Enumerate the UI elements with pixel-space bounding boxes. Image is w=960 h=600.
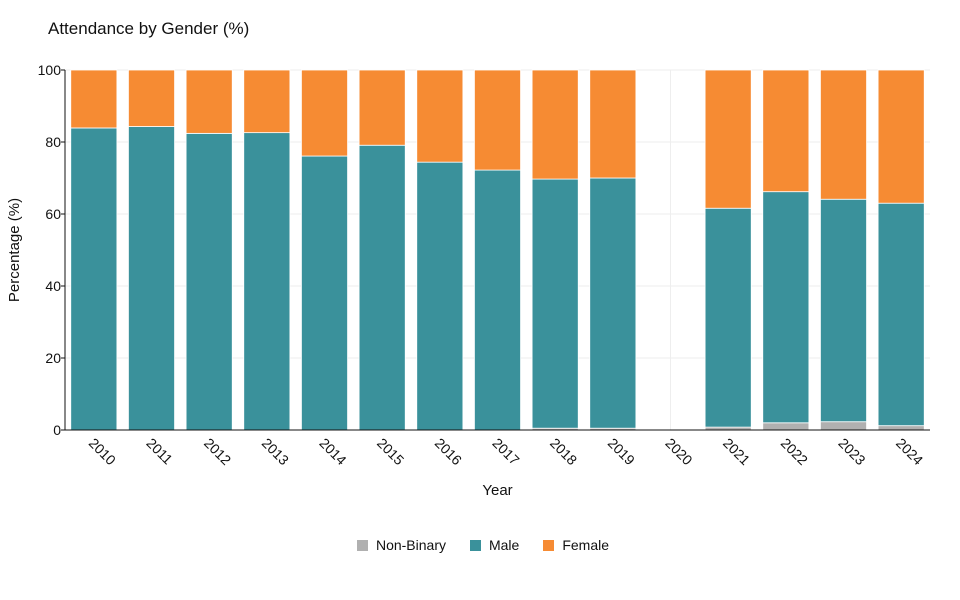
bar-male-2018[interactable] <box>531 178 579 429</box>
y-axis-title: Percentage (%) <box>6 198 23 302</box>
legend-label: Non-Binary <box>375 537 446 553</box>
bar-male-2011[interactable] <box>128 126 175 431</box>
bar-non-binary-2024[interactable] <box>877 425 925 431</box>
x-tick-label: 2019 <box>605 435 638 468</box>
bar-female-2024[interactable] <box>877 69 925 204</box>
x-tick-label: 2024 <box>893 435 926 468</box>
bar-male-2019[interactable] <box>589 177 637 429</box>
bar-female-2015[interactable] <box>358 69 406 146</box>
x-tick-label: 2020 <box>662 435 695 468</box>
bar-female-2019[interactable] <box>589 69 637 179</box>
x-tick-label: 2022 <box>778 435 811 468</box>
x-tick-label: 2015 <box>374 435 407 468</box>
x-tick-label: 2011 <box>143 435 176 468</box>
bar-male-2012[interactable] <box>185 132 233 431</box>
x-tick-label: 2012 <box>201 435 234 468</box>
bar-female-2011[interactable] <box>128 69 175 127</box>
bar-male-2014[interactable] <box>301 155 348 431</box>
bar-female-2023[interactable] <box>820 69 867 200</box>
x-tick-label: 2013 <box>259 435 292 468</box>
legend-item-non-binary[interactable]: Non-Binary <box>351 537 446 553</box>
bar-male-2021[interactable] <box>704 207 752 428</box>
x-axis-title: Year <box>482 482 512 499</box>
legend: Non-Binary Male Female <box>0 537 960 553</box>
bar-male-2022[interactable] <box>762 191 810 424</box>
y-tick-label: 80 <box>45 134 61 150</box>
bar-female-2013[interactable] <box>243 69 291 134</box>
bar-male-2015[interactable] <box>358 144 406 431</box>
bar-female-2017[interactable] <box>474 69 521 171</box>
bar-male-2017[interactable] <box>474 169 521 431</box>
chart-title: Attendance by Gender (%) <box>48 19 250 38</box>
bar-non-binary-2022[interactable] <box>762 422 810 431</box>
bar-male-2016[interactable] <box>416 161 464 431</box>
bar-female-2021[interactable] <box>704 69 752 209</box>
x-tick-label: 2021 <box>720 435 753 468</box>
bar-male-2010[interactable] <box>70 127 118 431</box>
y-tick-label: 0 <box>53 422 61 438</box>
legend-item-male[interactable]: Male <box>464 537 519 553</box>
y-tick-label: 20 <box>45 350 61 366</box>
legend-swatch <box>356 539 368 551</box>
legend-label: Female <box>562 537 610 553</box>
bar-male-2023[interactable] <box>820 198 867 423</box>
bar-female-2016[interactable] <box>416 69 464 163</box>
bar-male-2013[interactable] <box>243 132 291 431</box>
bar-female-2012[interactable] <box>185 69 233 134</box>
bar-female-2022[interactable] <box>762 69 810 193</box>
x-tick-label: 2016 <box>432 435 465 468</box>
x-tick-label: 2017 <box>489 435 522 468</box>
x-tick-label: 2018 <box>547 435 580 468</box>
legend-item-female[interactable]: Female <box>537 537 609 553</box>
bar-male-2024[interactable] <box>877 202 925 427</box>
x-tick-label: 2014 <box>316 435 349 468</box>
legend-swatch <box>469 539 481 551</box>
bar-female-2014[interactable] <box>301 69 348 157</box>
bar-non-binary-2023[interactable] <box>820 421 867 431</box>
y-tick-label: 60 <box>45 206 61 222</box>
x-tick-label: 2023 <box>835 435 868 468</box>
x-tick-label: 2010 <box>86 435 119 468</box>
legend-label: Male <box>488 537 520 553</box>
bar-female-2018[interactable] <box>531 69 579 180</box>
bar-female-2010[interactable] <box>70 69 118 129</box>
legend-swatch <box>543 539 555 551</box>
y-tick-label: 100 <box>38 62 62 78</box>
y-tick-label: 40 <box>45 278 61 294</box>
